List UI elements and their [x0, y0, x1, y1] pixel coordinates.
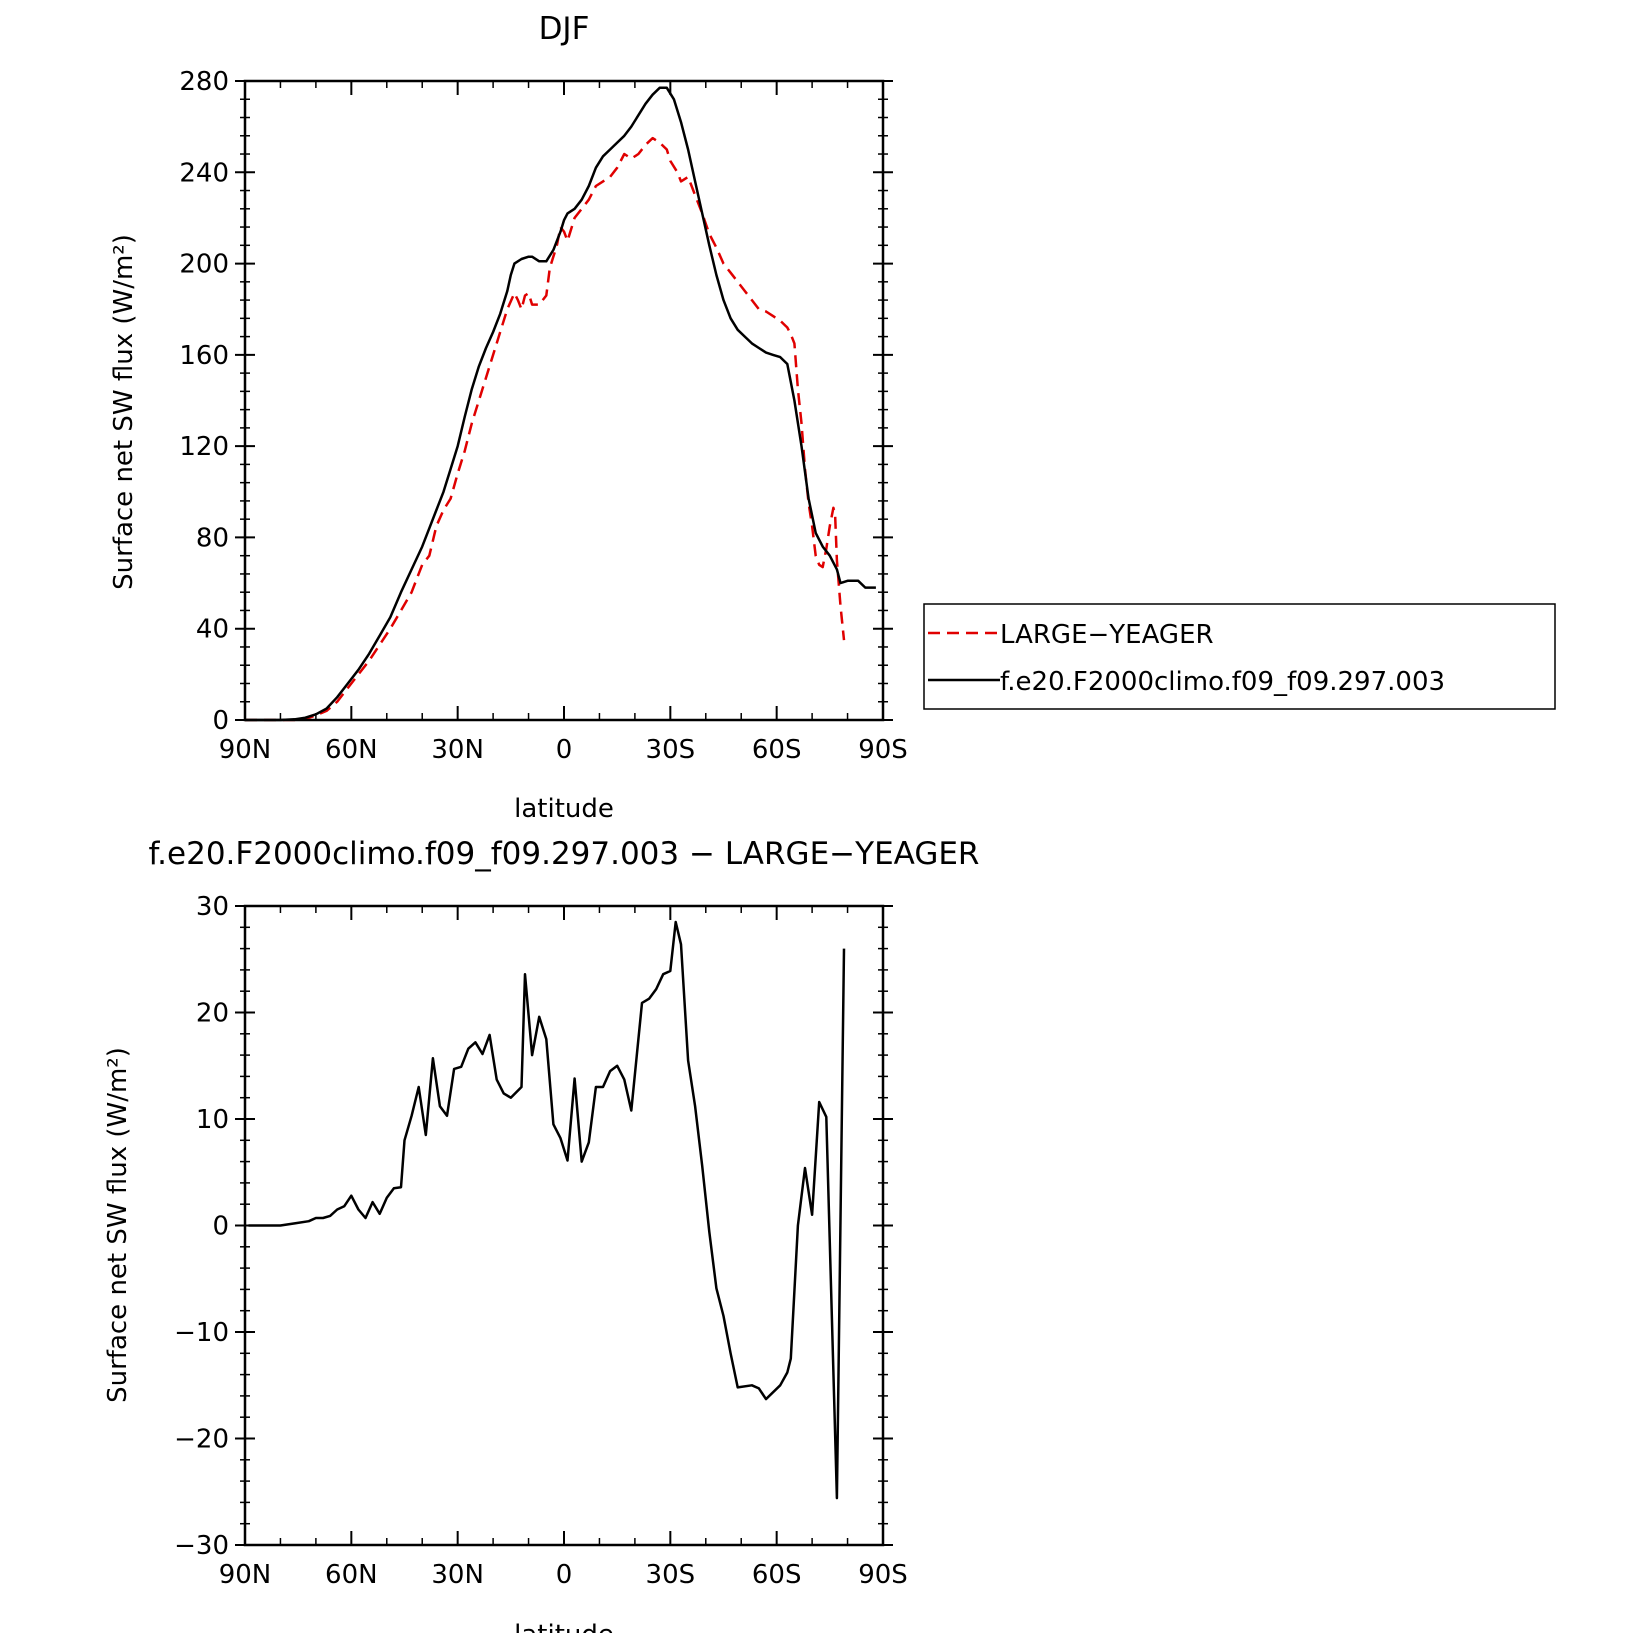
bottom-y-axis-label: Surface net SW flux (W/m²)	[103, 1047, 133, 1403]
bottom-y-tick-label: 10	[196, 1105, 229, 1135]
top-x-tick-label: 30N	[431, 735, 484, 765]
bottom-series-group	[248, 920, 846, 1500]
top-y-tick-label: 0	[212, 706, 229, 736]
top-y-tick-label: 160	[179, 341, 229, 371]
bottom-x-tick-label: 30N	[431, 1560, 484, 1590]
top-chart-title: DJF	[539, 11, 590, 47]
bottom-x-tick-label: 90S	[858, 1560, 908, 1590]
top-series-line-1	[245, 136, 846, 722]
top-x-axis-label: latitude	[514, 794, 614, 824]
top-y-tick-label: 80	[196, 523, 229, 553]
bottom-chart-title: f.e20.F2000climo.f09_f09.297.003 − LARGE…	[149, 836, 980, 872]
bottom-y-tick-label: −10	[174, 1318, 229, 1348]
bottom-plot-frame	[243, 904, 885, 1547]
bottom-y-tick-label: −30	[174, 1531, 229, 1561]
bottom-y-tick-label: −20	[174, 1425, 229, 1455]
top-x-tick-label: 0	[556, 735, 573, 765]
top-y-tick-label: 280	[179, 67, 229, 97]
top-y-tick-label: 240	[179, 158, 229, 188]
bottom-x-tick-label: 90N	[219, 1560, 272, 1590]
top-y-tick-label: 40	[196, 615, 229, 645]
bottom-x-tick-label: 60N	[325, 1560, 378, 1590]
bottom-x-axis-label: latitude	[514, 1620, 614, 1633]
top-x-tick-label: 30S	[646, 735, 696, 765]
top-plot-frame	[243, 79, 885, 722]
top-x-tick-label: 60S	[752, 735, 802, 765]
bottom-axes: 90N 60N 30N 0 30S 60S 90S −30 −20 −10 0 10 20 30	[174, 892, 908, 1590]
bottom-series-line-1	[248, 920, 846, 1500]
top-x-tick-label: 90N	[219, 735, 272, 765]
legend-label-large-yeager: LARGE−YEAGER	[1000, 620, 1214, 650]
top-series-group	[245, 86, 876, 722]
legend-label-f-e20: f.e20.F2000climo.f09_f09.297.003	[1000, 667, 1445, 697]
legend-box	[923, 603, 1556, 710]
top-x-tick-label: 90S	[858, 735, 908, 765]
top-y-axis-label: Surface net SW flux (W/m²)	[109, 234, 139, 590]
bottom-y-tick-label: 20	[196, 999, 229, 1029]
top-panel: DJF latitude Surface net SW flux (W/m²) …	[109, 11, 908, 824]
bottom-x-tick-label: 60S	[752, 1560, 802, 1590]
top-axes: 90N 60N 30N 0 30S 60S 90S 0 40 80 120 160 200 240 280	[179, 67, 907, 765]
bottom-panel: f.e20.F2000climo.f09_f09.297.003 − LARGE…	[103, 836, 979, 1633]
bottom-y-tick-label: 30	[196, 892, 229, 922]
top-y-tick-label: 200	[179, 250, 229, 280]
top-series-line-2	[245, 86, 876, 722]
bottom-y-tick-label: 0	[212, 1212, 229, 1242]
legend: LARGE−YEAGER f.e20.F2000climo.f09_f09.29…	[923, 603, 1556, 710]
top-y-tick-label: 120	[179, 432, 229, 462]
top-x-tick-label: 60N	[325, 735, 378, 765]
bottom-x-tick-label: 30S	[646, 1560, 696, 1590]
bottom-x-tick-label: 0	[556, 1560, 573, 1590]
